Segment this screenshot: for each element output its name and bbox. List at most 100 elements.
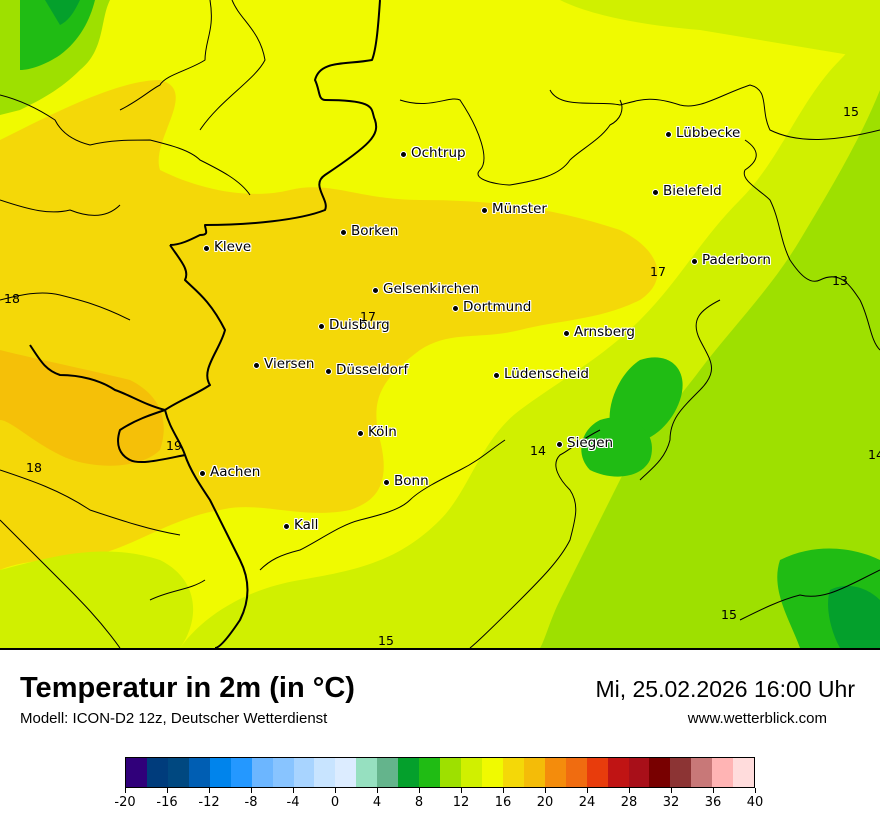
city-label: Bielefeld (652, 183, 722, 199)
city-name: Münster (492, 201, 547, 217)
contour-label: 14 (530, 443, 546, 458)
city-marker-icon (691, 257, 698, 265)
city-name: Kall (294, 517, 319, 533)
contour-label: 15 (843, 104, 859, 119)
city-name: Ochtrup (411, 145, 466, 161)
colorbar-segment (356, 758, 378, 787)
city-name: Borken (351, 223, 399, 239)
city-name: Kleve (214, 239, 252, 255)
colorbar-segment (314, 758, 336, 787)
colorbar-segment (649, 758, 671, 787)
temperature-field (0, 0, 880, 648)
colorbar-tick (251, 788, 252, 793)
city-name: Siegen (567, 435, 614, 451)
colorbar-tick-label: 8 (414, 795, 424, 810)
website-link[interactable]: www.wetterblick.com (687, 710, 827, 727)
city-label: Düsseldorf (325, 362, 408, 378)
colorbar-segment (502, 758, 524, 787)
colorbar-segment (335, 758, 357, 787)
colorbar-tick (377, 788, 378, 793)
city-label: Lübbecke (665, 125, 740, 141)
city-name: Bonn (394, 473, 429, 489)
city-label: Lüdenscheid (493, 366, 589, 382)
city-marker-icon (383, 478, 390, 486)
city-marker-icon (652, 188, 659, 196)
city-name: Lübbecke (676, 125, 741, 141)
city-label: Borken (340, 223, 398, 239)
colorbar-segment (251, 758, 273, 787)
colorbar-tick-label: 24 (578, 795, 596, 810)
contour-label: 18 (4, 291, 20, 306)
colorbar-tick-label: 28 (620, 795, 638, 810)
city-label: Viersen (253, 356, 314, 372)
colorbar-tick (545, 788, 546, 793)
colorbar-segment (461, 758, 482, 787)
map-title: Temperatur in 2m (in °C) (20, 672, 355, 704)
colorbar-tick-label: -8 (244, 795, 258, 810)
city-marker-icon (325, 367, 332, 375)
colorbar-tick-label: -12 (198, 795, 220, 810)
city-label: Bonn (383, 473, 429, 489)
contour-label: 13 (832, 273, 848, 288)
colorbar-tick-label: -20 (114, 795, 136, 810)
city-marker-icon (556, 440, 563, 448)
city-marker-icon (452, 304, 459, 312)
contour-label: 18 (26, 460, 42, 475)
colorbar-segment (733, 758, 755, 787)
city-marker-icon (283, 522, 290, 530)
colorbar-segment (586, 758, 608, 787)
colorbar-tick (755, 788, 756, 793)
colorbar-tick-label: -4 (286, 795, 300, 810)
city-label: Dortmund (452, 299, 531, 315)
city-marker-icon (400, 150, 407, 158)
city-name: Bielefeld (663, 183, 722, 199)
city-marker-icon (203, 244, 210, 252)
model-info: Modell: ICON-D2 12z, Deutscher Wetterdie… (20, 710, 328, 727)
colorbar-segment (377, 758, 399, 787)
colorbar-segment (565, 758, 587, 787)
city-name: Paderborn (702, 252, 771, 268)
colorbar-segment (544, 758, 566, 787)
city-name: Lüdenscheid (504, 366, 589, 382)
city-label: Gelsenkirchen (372, 281, 479, 297)
city-label: Aachen (199, 464, 260, 480)
colorbar-segment (167, 758, 189, 787)
colorbar-segment (607, 758, 629, 787)
city-marker-icon (340, 228, 347, 236)
temperature-map: Ochtrup Lübbecke Bielefeld Münster Borken Kle… (0, 0, 880, 650)
colorbar-tick (125, 788, 126, 793)
colorbar-segment (481, 758, 503, 787)
colorbar-segment (628, 758, 650, 787)
city-marker-icon (372, 286, 379, 294)
colorbar-tick-label: 36 (704, 795, 722, 810)
city-marker-icon (665, 130, 672, 138)
city-label: Ochtrup (400, 145, 466, 161)
colorbar-tick (671, 788, 672, 793)
contour-label: 14 (868, 447, 880, 462)
colorbar-tick-label: -16 (156, 795, 178, 810)
colorbar-segment (670, 758, 692, 787)
contour-label: 17 (650, 264, 666, 279)
colorbar-segment (188, 758, 210, 787)
city-marker-icon (357, 429, 364, 437)
city-marker-icon (563, 329, 570, 337)
colorbar-tick-label: 32 (662, 795, 680, 810)
colorbar-tick (167, 788, 168, 793)
colorbar-tick (503, 788, 504, 793)
contour-label: 17 (360, 309, 376, 324)
colorbar-segment (146, 758, 168, 787)
colorbar-segment (398, 758, 420, 787)
colorbar-segment (523, 758, 545, 787)
colorbar-segment (126, 758, 147, 787)
contour-label: 15 (378, 633, 394, 648)
colorbar-ticks: -20 -16 -12 -8 -4 0 4 8 12 16 20 24 28 32 36 40 (114, 788, 763, 818)
city-name: Köln (368, 424, 397, 440)
city-name: Aachen (210, 464, 261, 480)
city-label: Paderborn (691, 252, 771, 268)
city-label: Münster (481, 201, 547, 217)
city-name: Duisburg (329, 317, 390, 333)
city-label: Arnsberg (563, 324, 635, 340)
city-name: Viersen (264, 356, 315, 372)
colorbar-segment (440, 758, 461, 787)
colorbar-segment (293, 758, 315, 787)
